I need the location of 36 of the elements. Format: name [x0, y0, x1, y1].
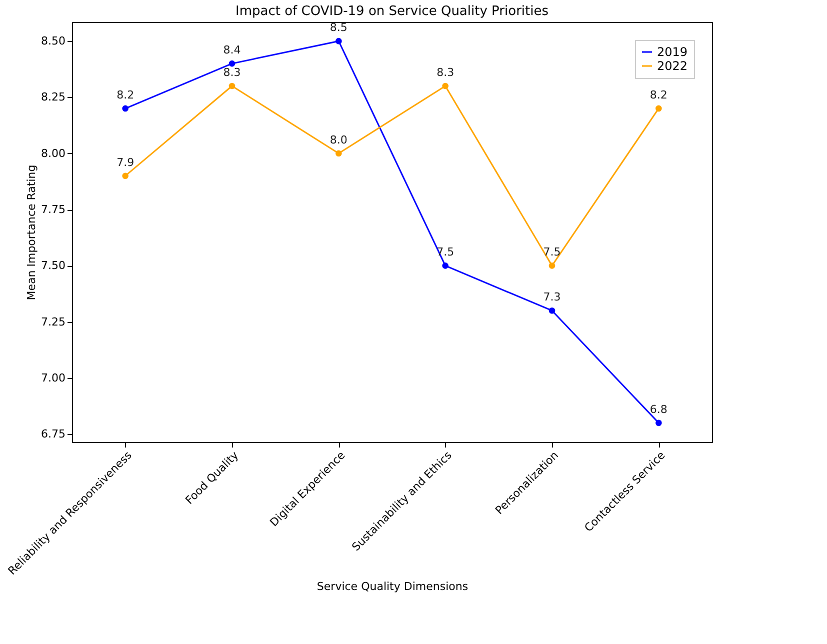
point	[122, 105, 128, 112]
point	[548, 262, 556, 269]
data-label: 7.9	[116, 156, 134, 169]
point	[548, 307, 556, 314]
y-tick-label: 6.75	[41, 428, 66, 441]
data-label: 8.5	[330, 21, 348, 34]
data-label: 8.0	[330, 133, 348, 146]
point	[228, 60, 236, 67]
y-tick-label: 7.50	[41, 259, 66, 272]
y-tick-label: 8.00	[41, 146, 66, 160]
chart-title: Impact of COVID-19 on Service Quality Priorities	[236, 4, 549, 19]
x-axis-title: Service Quality Dimensions	[316, 580, 468, 593]
y-tick-label: 7.00	[41, 371, 66, 384]
data-label: 6.8	[650, 402, 668, 416]
y-tick-label: 8.50	[41, 34, 66, 48]
y-axis-title: Mean Importance Rating	[25, 164, 38, 300]
point	[656, 420, 662, 426]
data-label: 7.3	[543, 290, 561, 304]
y-tick-label: 7.75	[41, 203, 66, 216]
legend-label: 2022	[657, 59, 688, 73]
data-label: 8.2	[116, 88, 134, 102]
data-label: 8.4	[223, 44, 241, 57]
data-label: 8.3	[223, 66, 241, 80]
point	[336, 38, 342, 44]
legend-label: 2019	[657, 45, 688, 59]
point	[442, 82, 448, 90]
data-label: 8.3	[436, 66, 454, 80]
point	[442, 262, 448, 269]
point	[122, 172, 128, 180]
y-tick-label: 7.25	[41, 315, 66, 328]
data-label: 8.2	[650, 88, 668, 102]
point	[336, 150, 342, 157]
data-label: 7.5	[543, 246, 561, 259]
point	[656, 105, 662, 112]
point	[228, 82, 236, 90]
y-tick-label: 8.25	[41, 90, 66, 104]
